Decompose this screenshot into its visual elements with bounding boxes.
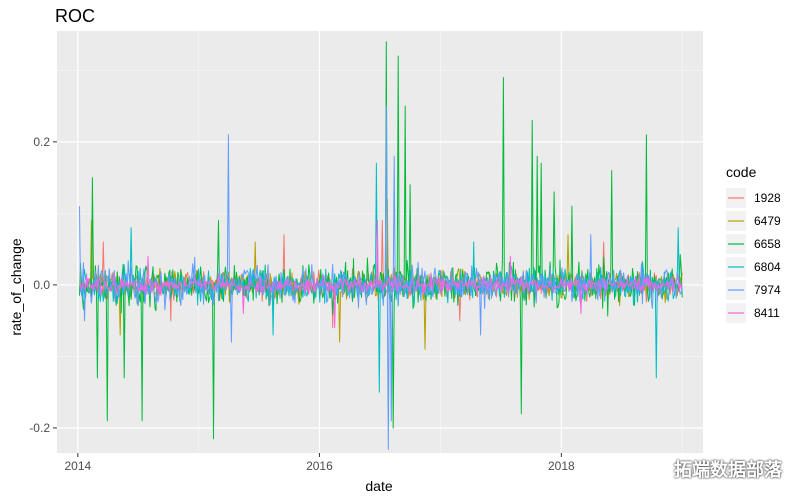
series-line-8411: [79, 220, 683, 329]
x-tick-label: 2016: [306, 459, 333, 473]
legend-label: 6804: [754, 260, 781, 274]
legend-item-6804: 6804: [726, 257, 781, 277]
legend-item-6479: 6479: [726, 211, 781, 231]
chart-title: ROC: [55, 6, 95, 26]
watermark: 拓端数据部落: [640, 456, 782, 482]
y-tick-label: 0.0: [33, 278, 50, 292]
series-lines: [79, 41, 683, 450]
legend-title: code: [726, 164, 757, 180]
legend-item-6658: 6658: [726, 234, 781, 254]
x-tick-label: 2014: [64, 459, 91, 473]
series-line-7974: [79, 105, 683, 450]
legend-label: 1928: [754, 191, 781, 205]
minor-gridlines: [57, 31, 703, 453]
y-axis-title: rate_of_change: [8, 238, 24, 336]
legend-label: 6479: [754, 214, 781, 228]
x-axis-title: date: [365, 478, 392, 494]
legend-item-7974: 7974: [726, 280, 781, 300]
watermark-text: 拓端数据部落: [674, 460, 782, 481]
plot-panel: [57, 31, 703, 453]
x-axis: 2014 2016 2018: [64, 453, 575, 473]
legend-label: 6658: [754, 237, 781, 251]
y-tick-label: -0.2: [29, 421, 50, 435]
legend-item-1928: 1928: [726, 188, 781, 208]
y-axis: -0.2 0.0 0.2: [29, 135, 57, 435]
legend-label: 8411: [754, 306, 780, 320]
y-tick-label: 0.2: [33, 135, 50, 149]
legend-label: 7974: [754, 283, 781, 297]
legend: code 1928 6479 6658 6804 7974 8411: [726, 164, 781, 323]
wechat-icon: [640, 458, 666, 479]
x-tick-label: 2018: [548, 459, 575, 473]
legend-item-8411: 8411: [726, 303, 780, 323]
